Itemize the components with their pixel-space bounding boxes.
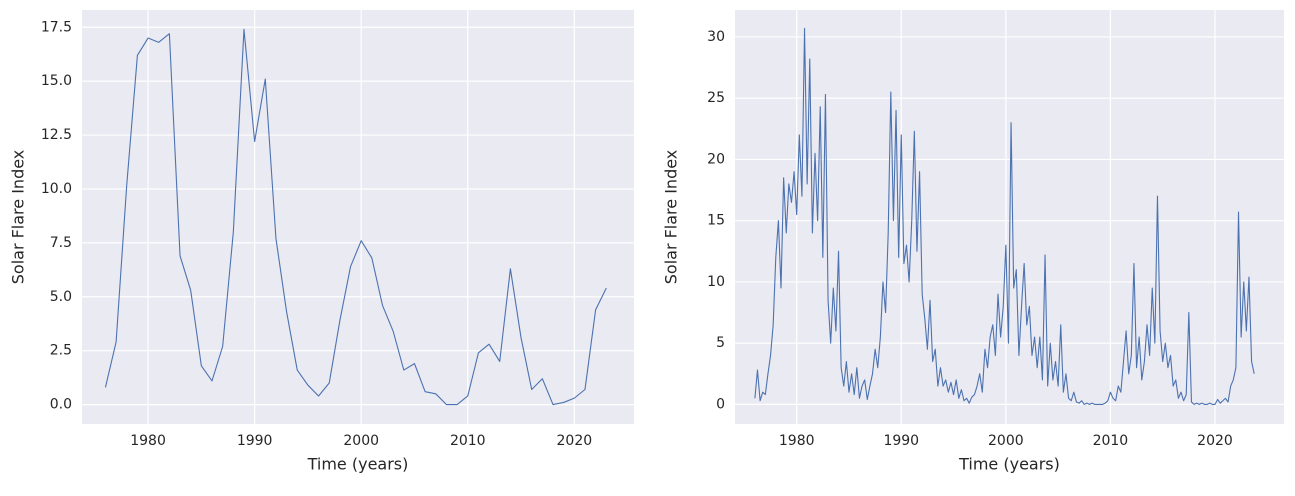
- x-tick-label: 2000: [988, 433, 1024, 449]
- y-tick-label: 20: [707, 151, 725, 167]
- x-tick-label: 2020: [557, 433, 593, 449]
- y-axis-label: Solar Flare Index: [662, 150, 681, 285]
- data-line: [754, 27, 1255, 405]
- y-tick-label: 17.5: [41, 19, 72, 35]
- plot-area: [82, 10, 634, 424]
- data-line: [104, 28, 607, 406]
- y-tick-label: 7.5: [50, 235, 72, 251]
- y-tick-label: 2.5: [50, 343, 72, 359]
- y-tick-label: 12.5: [41, 127, 72, 143]
- y-tick-label: 0.0: [50, 397, 72, 413]
- x-axis-label: Time (years): [307, 455, 409, 474]
- x-tick-label: 1980: [130, 433, 166, 449]
- y-tick-label: 25: [707, 90, 725, 106]
- x-tick-label: 2020: [1197, 433, 1233, 449]
- y-tick-label: 15: [707, 213, 725, 229]
- x-tick-label: 2010: [1093, 433, 1129, 449]
- x-tick-label: 1990: [237, 433, 273, 449]
- y-tick-label: 0: [716, 396, 725, 412]
- x-tick-label: 2010: [450, 433, 486, 449]
- x-tick-label: 2000: [343, 433, 379, 449]
- x-axis-label: Time (years): [958, 455, 1060, 474]
- y-tick-label: 30: [707, 29, 725, 45]
- y-tick-label: 5: [716, 335, 725, 351]
- y-tick-label: 10.0: [41, 181, 72, 197]
- x-tick-label: 1980: [779, 433, 815, 449]
- x-tick-label: 1990: [883, 433, 919, 449]
- y-axis-label: Solar Flare Index: [9, 150, 28, 285]
- y-tick-label: 5.0: [50, 289, 72, 305]
- y-tick-label: 15.0: [41, 73, 72, 89]
- y-tick-label: 10: [707, 274, 725, 290]
